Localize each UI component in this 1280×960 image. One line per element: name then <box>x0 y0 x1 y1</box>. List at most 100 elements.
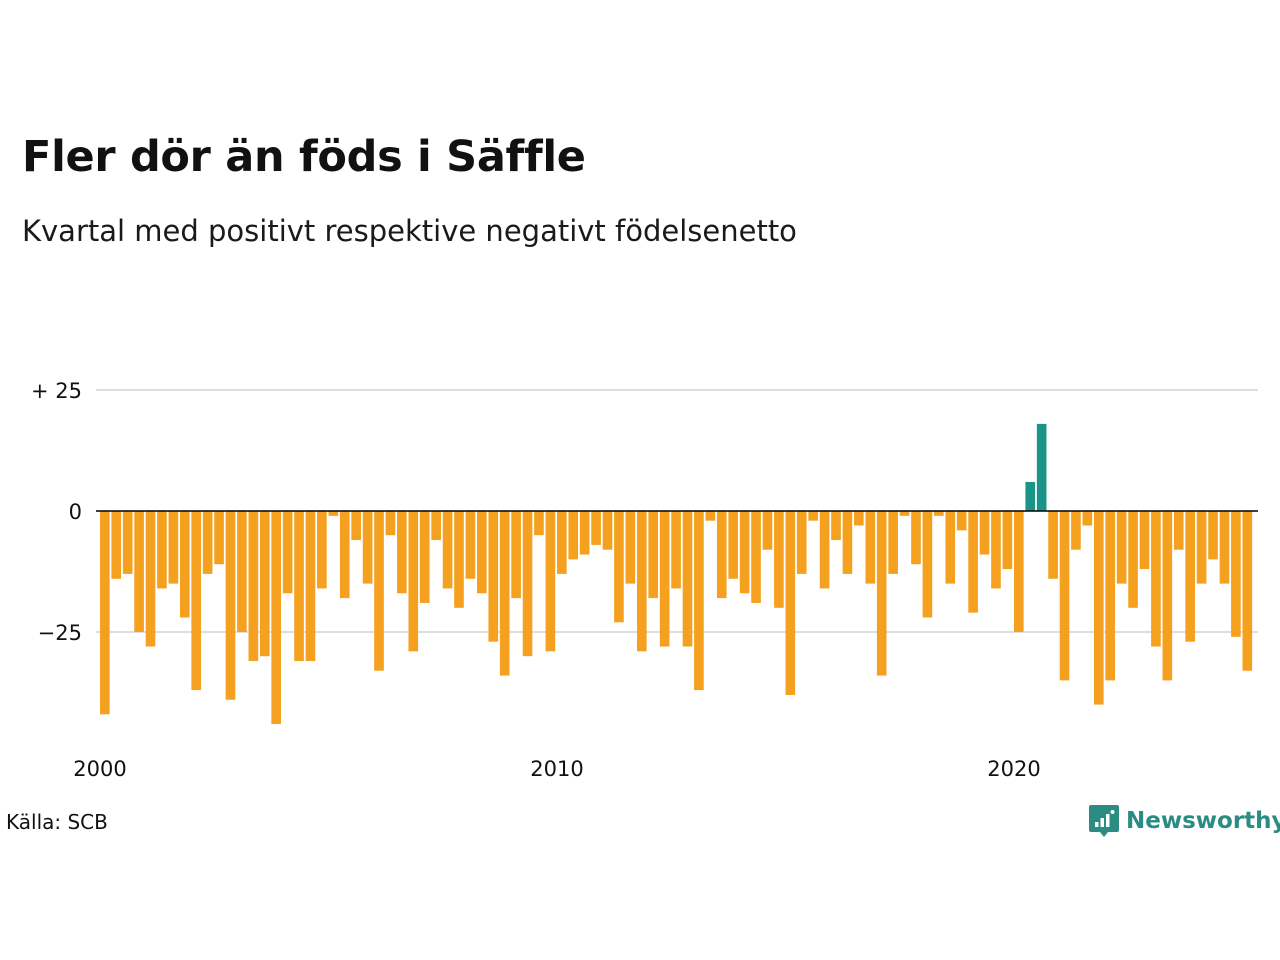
chart-title: Fler dör än föds i Säffle <box>22 132 586 182</box>
bar <box>739 511 750 594</box>
axes: + 25 0 −25 2000 2010 2020 <box>31 379 1258 781</box>
bar <box>911 511 921 565</box>
x-tick-label: 2000 <box>73 757 126 781</box>
bar <box>1059 511 1070 681</box>
bar <box>1139 511 1150 570</box>
bar <box>1231 511 1241 637</box>
bar <box>922 511 933 618</box>
bar <box>248 511 259 662</box>
bar <box>1025 481 1036 511</box>
bar <box>214 511 224 565</box>
bar <box>694 511 704 691</box>
bar <box>1048 511 1058 579</box>
bar <box>545 511 556 652</box>
bar <box>1208 511 1218 560</box>
bar <box>362 511 373 584</box>
bar <box>614 511 624 623</box>
bar <box>865 511 876 584</box>
bar <box>1014 511 1024 632</box>
bar <box>1151 511 1161 647</box>
bar <box>888 511 898 574</box>
bar <box>808 511 818 521</box>
bar <box>477 511 487 594</box>
bar <box>317 511 327 589</box>
bar <box>145 511 156 647</box>
bar <box>385 511 396 536</box>
bar <box>202 511 213 574</box>
bar <box>648 511 659 599</box>
y-tick-label: 0 <box>69 500 82 524</box>
bar <box>557 511 567 574</box>
bar <box>568 511 579 560</box>
bar <box>591 511 601 545</box>
bar <box>157 511 167 589</box>
bar <box>762 511 773 550</box>
bar <box>1162 511 1173 681</box>
x-tick-label: 2020 <box>987 757 1040 781</box>
bar <box>602 511 613 550</box>
bar <box>625 511 636 584</box>
bar <box>1242 511 1253 671</box>
bar <box>111 511 122 579</box>
bar <box>876 511 887 676</box>
bar <box>956 511 967 531</box>
bar <box>716 511 727 599</box>
bar <box>1082 511 1093 526</box>
bar <box>1002 511 1013 570</box>
bar <box>945 511 956 584</box>
logo-text: Newsworthy <box>1126 808 1280 834</box>
bar <box>191 511 202 691</box>
bar <box>1219 511 1230 584</box>
bar <box>534 511 544 536</box>
bar <box>831 511 841 541</box>
bar <box>751 511 761 603</box>
bar <box>705 511 716 521</box>
bar <box>796 511 807 574</box>
bar <box>454 511 464 608</box>
bar <box>991 511 1001 589</box>
source-note: Källa: SCB <box>6 810 108 834</box>
bar <box>225 511 236 700</box>
bar <box>351 511 361 541</box>
bar <box>408 511 419 652</box>
bar <box>522 511 533 657</box>
bar <box>179 511 190 618</box>
bar <box>979 511 990 555</box>
bar <box>1071 511 1081 550</box>
bar <box>1128 511 1138 608</box>
bar <box>1105 511 1116 681</box>
bar <box>774 511 784 608</box>
y-tick-label: + 25 <box>31 379 82 403</box>
bar <box>1185 511 1195 642</box>
bar <box>294 511 304 662</box>
bar <box>1093 511 1104 705</box>
x-tick-label: 2010 <box>530 757 583 781</box>
bar <box>636 511 647 652</box>
bar <box>682 511 693 647</box>
chart-subtitle: Kvartal med positivt respektive negativt… <box>22 214 797 248</box>
bar <box>374 511 384 671</box>
bar <box>397 511 407 594</box>
bar <box>579 511 590 555</box>
bar <box>785 511 796 695</box>
bar <box>419 511 430 603</box>
newsworthy-logo[interactable]: Newsworthy <box>1088 803 1280 839</box>
bar <box>305 511 316 662</box>
bar <box>465 511 476 579</box>
bar <box>431 511 441 541</box>
bar <box>168 511 179 584</box>
bar <box>100 511 110 715</box>
bar <box>442 511 453 589</box>
newsworthy-logo-icon <box>1089 805 1119 837</box>
bar <box>842 511 853 574</box>
bar <box>854 511 864 526</box>
bar <box>488 511 499 642</box>
bar <box>671 511 681 589</box>
bar <box>134 511 144 632</box>
bar <box>237 511 247 632</box>
bar <box>328 511 339 516</box>
bar <box>899 511 910 516</box>
bar <box>1036 423 1047 511</box>
bars <box>100 423 1253 724</box>
bar <box>1173 511 1184 550</box>
